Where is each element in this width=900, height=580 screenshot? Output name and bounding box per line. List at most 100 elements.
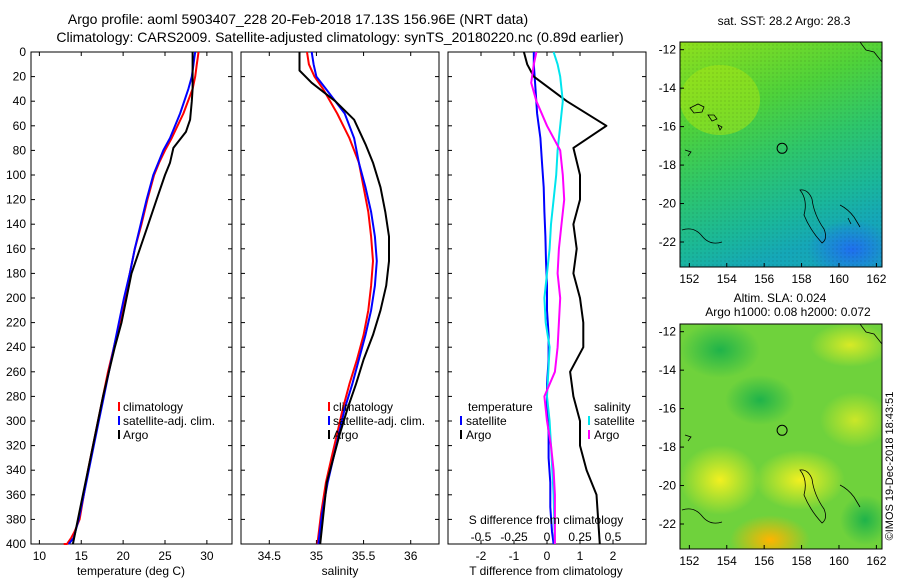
sst-map-title: sat. SST: 28.2 Argo: 28.3 (718, 14, 851, 28)
legend-salinity-title: salinity (594, 400, 631, 414)
salinity-legend: climatology satellite-adj. clim. Argo (328, 400, 425, 442)
legend-temperature-title: temperature (468, 400, 533, 414)
difference-series-0 (532, 52, 555, 545)
salinity-legend-satellite: satellite-adj. clim. (333, 414, 425, 428)
sst-map-y-tick-label: -18 (659, 158, 677, 172)
legend-temperature-argo: Argo (466, 428, 492, 442)
temperature-xlabel: temperature (deg C) (77, 564, 185, 578)
sla-map-x-tick-label: 152 (679, 554, 699, 568)
salinity-series-0 (306, 51, 374, 545)
sla-map-y-tick-label: -16 (659, 402, 677, 416)
difference-t-x-tick-label: 2 (610, 549, 617, 563)
temperature-panel (30, 51, 233, 545)
sla-map-title-line1: Altim. SLA: 0.024 (734, 291, 827, 305)
temperature-series-2 (71, 52, 194, 545)
sla-map-x-tick-label: 162 (866, 554, 886, 568)
salinity-x-tick-label: 35.5 (352, 549, 376, 563)
depth-tick-label: 160 (6, 242, 26, 256)
sla-map-x-tick-label: 160 (829, 554, 849, 568)
temperature-legend-satellite: satellite-adj. clim. (123, 414, 215, 428)
sla-map-y-tick-label: -20 (659, 479, 677, 493)
figure-title-line2: Climatology: CARS2009. Satellite-adjuste… (56, 29, 623, 45)
difference-axes: -2 -1 0 1 2 -0.5 -0.25 0 0.25 0.5 (471, 52, 622, 563)
depth-tick-label: 320 (6, 439, 26, 453)
depth-tick-label: 280 (6, 389, 26, 403)
sla-map-y-tick-label: -22 (659, 517, 677, 531)
difference-series-3 (530, 51, 566, 544)
difference-series-1 (522, 51, 608, 545)
difference-series (522, 51, 608, 545)
sla-map-y-tick-label: -18 (659, 440, 677, 454)
sla-map (679, 323, 883, 550)
sst-map-y-tick-label: -20 (659, 197, 677, 211)
salinity-series-2 (298, 52, 390, 545)
depth-tick-label: 300 (6, 414, 26, 428)
difference-s-tick-label: -0.5 (471, 530, 492, 544)
salinity-legend-climatology: climatology (333, 400, 393, 414)
sla-map-y-tick-label: -12 (659, 325, 677, 339)
temperature-series (63, 51, 200, 545)
sla-map-y-tick-label: -14 (659, 363, 677, 377)
depth-tick-label: 220 (6, 316, 26, 330)
difference-xlabel: T difference from climatology (469, 564, 623, 578)
depth-tick-label: 180 (6, 266, 26, 280)
depth-tick-label: 240 (6, 340, 26, 354)
depth-tick-label: 0 (19, 45, 26, 59)
depth-tick-label: 260 (6, 365, 26, 379)
sst-map-y-tick-label: -22 (659, 235, 677, 249)
sla-map-x-tick-label: 158 (792, 554, 812, 568)
sst-map-x-tick-label: 162 (866, 272, 886, 286)
depth-tick-label: 360 (6, 488, 26, 502)
depth-tick-label: 40 (13, 94, 27, 108)
sst-map-axes: 152 154 156 158 160 162 -12 -14 -16 -18 -20 -22 (659, 43, 887, 286)
salinity-panel (240, 51, 440, 545)
depth-tick-label: 100 (6, 168, 26, 182)
temperature-legend: climatology satellite-adj. clim. Argo (118, 400, 215, 442)
sst-map-x-tick-label: 154 (717, 272, 737, 286)
legend-temperature-satellite: satellite (466, 414, 507, 428)
sla-map-axes: 152 154 156 158 160 162 -12 -14 -16 -18 -20 -22 (659, 325, 887, 568)
salinity-series (298, 51, 390, 545)
depth-tick-label: 380 (6, 512, 26, 526)
depth-axis: 0 20 40 60 80 100 120 140 160 180 200 220 240 260 280 3… (6, 45, 646, 551)
sst-map (679, 41, 883, 268)
temperature-x-tick-label: 15 (75, 549, 89, 563)
difference-top-axis-label: S difference from climatology (469, 513, 624, 527)
depth-tick-label: 200 (6, 291, 26, 305)
sst-map-y-tick-label: -12 (659, 43, 677, 57)
legend-salinity-satellite: satellite (594, 414, 635, 428)
sla-map-title-line2: Argo h1000: 0.08 h2000: 0.072 (705, 305, 871, 319)
salinity-x-tick-label: 36 (404, 549, 418, 563)
temperature-legend-argo: Argo (123, 428, 149, 442)
difference-t-x-tick-label: -1 (509, 549, 520, 563)
temperature-x-tick-label: 30 (200, 549, 214, 563)
sst-map-y-tick-label: -16 (659, 120, 677, 134)
temperature-x-tick-label: 25 (158, 549, 172, 563)
sst-map-y-tick-label: -14 (659, 81, 677, 95)
sst-map-x-tick-label: 158 (792, 272, 812, 286)
difference-s-tick-label: 0.5 (605, 530, 622, 544)
depth-tick-label: 120 (6, 193, 26, 207)
difference-t-x-tick-label: 1 (577, 549, 584, 563)
temperature-x-tick-label: 10 (33, 549, 47, 563)
sla-map-x-tick-label: 154 (717, 554, 737, 568)
imos-credit: ©IMOS 19-Dec-2018 18:43:51 (884, 392, 896, 541)
salinity-x-tick-label: 35 (310, 549, 324, 563)
sst-map-x-tick-label: 160 (829, 272, 849, 286)
sst-map-x-tick-label: 152 (679, 272, 699, 286)
sst-argo-marker (776, 142, 788, 154)
depth-tick-label: 60 (13, 119, 27, 133)
depth-tick-label: 20 (13, 70, 27, 84)
figure-title-line1: Argo profile: aoml 5903407_228 20-Feb-20… (68, 11, 528, 27)
difference-t-x-tick-label: 0 (544, 549, 551, 563)
difference-s-tick-label: 0 (544, 530, 551, 544)
sst-map-x-tick-label: 156 (754, 272, 774, 286)
salinity-legend-argo: Argo (333, 428, 359, 442)
sla-argo-marker (776, 424, 788, 436)
temperature-x-axis: 10 15 20 25 30 (33, 52, 214, 563)
salinity-xlabel: salinity (322, 564, 359, 578)
difference-legend: temperature satellite Argo salinity sate… (460, 400, 635, 442)
legend-salinity-argo: Argo (594, 428, 620, 442)
depth-tick-label: 80 (13, 143, 27, 157)
